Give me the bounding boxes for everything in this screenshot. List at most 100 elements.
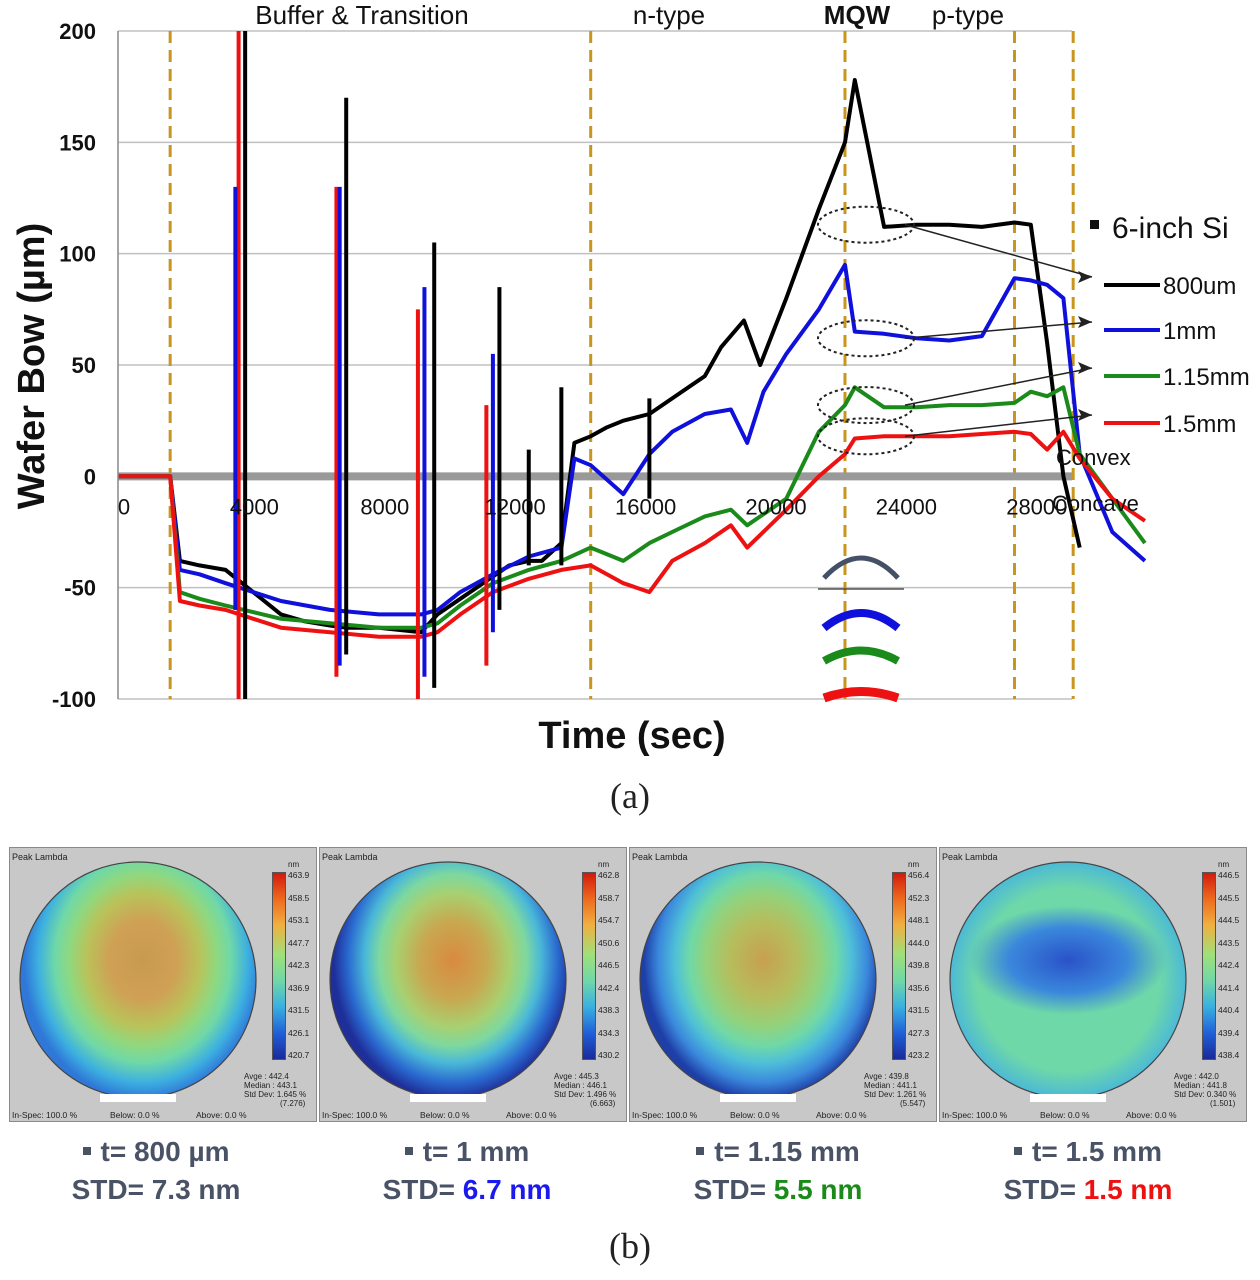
wafer-map-unit: nm [908,860,920,869]
legend-label: 800um [1163,273,1236,300]
legend-arrowhead [1078,271,1092,283]
highlight-ellipse [817,319,915,358]
std-value: 5.5 nm [773,1174,863,1205]
x-axis-title: Time (sec) [538,715,725,757]
wafer-map-title: Peak Lambda [942,852,998,862]
x-tick-label: 12000 [485,494,546,519]
color-scale-tick: 446.5 [598,960,620,970]
color-scale-bar [272,872,286,1060]
y-tick-label: 0 [84,464,96,489]
legend-label: 1mm [1163,318,1216,345]
wafer-map-below: Below: 0.0 % [420,1110,470,1120]
legend-pointer [904,367,1093,406]
x-tick-label: 16000 [615,494,676,519]
wafer-map-image [19,861,257,1102]
wafer-icon-dark [822,555,900,580]
stage-boundaries: Buffer & Transition n-type MQW p-type [168,0,1075,699]
legend-pointer [904,223,1093,278]
series-line-1.5mm [118,429,1147,639]
wafer-map-caption: t= 1 mm STD= 6.7 nm [311,1133,623,1209]
wafer-map-panel: Peak Lambda nm 446.5 445.5 444.5 443.5 442.4… [939,847,1247,1122]
stage-label: p-type [932,0,1004,30]
wafer-map-std-nm: (5.547) [900,1099,926,1108]
color-scale-tick: 434.3 [598,1027,620,1038]
color-scale-tick: 431.5 [908,1005,930,1015]
legend-convex: Convex [1056,445,1131,470]
wafer-map-image [639,861,877,1102]
wafer-map-std-nm: (1.501) [1210,1099,1236,1108]
color-scale-tick: 458.7 [598,892,620,903]
color-scale-tick: 458.5 [288,892,310,903]
color-scale-tick: 450.6 [598,937,620,948]
bullet-icon [404,1146,413,1155]
stage-label: Buffer & Transition [255,0,468,30]
legend-pointer [904,321,1093,340]
wafer-map-avge: Avge : 442.0 [1174,1072,1219,1081]
mqw-highlight-ellipses [817,205,915,456]
chart-axes: 200 150 100 50 0 -50 -100 0 4000 8000 12000 16000 20… [11,19,1067,757]
highlight-ellipse [817,386,915,425]
wafer-icon-green [822,646,900,665]
bullet-icon [696,1146,705,1155]
wafer-map-inspec: In-Spec: 100.0 % [322,1110,388,1120]
color-scale-tick: 463.9 [288,870,310,880]
caption-b: (b) [609,1226,651,1266]
wafer-map-caption: t= 1.15 mm STD= 5.5 nm [622,1133,934,1209]
color-scale-tick: 423.2 [908,1050,930,1060]
bullet-icon [82,1146,91,1155]
legend-bullet [1090,220,1099,229]
std-prefix: STD= [382,1174,463,1205]
x-tick-label: 24000 [876,494,937,519]
stage-label: MQW [824,0,891,30]
wafer-map-median: Median : 441.1 [864,1081,917,1090]
std-prefix: STD= [693,1174,774,1205]
color-scale-tick: 445.5 [1218,892,1240,903]
color-scale-bar [582,872,596,1060]
caption-a: (a) [610,776,650,816]
wafer-map-above: Above: 0.0 % [506,1110,557,1120]
wafer-map-below: Below: 0.0 % [110,1110,160,1120]
wafer-map-caption: t= 800 µm STD= 7.3 nm [0,1133,312,1209]
y-axis-title: Wafer Bow (µm) [11,223,53,509]
color-scale-tick: 452.3 [908,892,930,903]
y-tick-label: -100 [52,687,96,712]
wafer-map-inspec: In-Spec: 100.0 % [942,1110,1008,1120]
color-scale-tick: 447.7 [288,937,310,948]
x-tick-label: 0 [118,494,130,519]
wafer-map-avge: Avge : 445.3 [554,1072,599,1081]
x-tick-label: 20000 [745,494,806,519]
std-prefix: STD= [71,1174,152,1205]
wafer-map-avge: Avge : 442.4 [244,1072,289,1081]
thickness-label: t= 1.5 mm [1032,1136,1162,1167]
color-scale-tick: 430.2 [598,1050,620,1060]
legend-label: 1.5mm [1163,411,1236,438]
color-scale-tick: 441.4 [1218,982,1240,993]
thickness-label: t= 1 mm [422,1136,530,1167]
wafer-map-std-nm: (6.663) [590,1099,616,1108]
wafer-map-inspec: In-Spec: 100.0 % [12,1110,78,1120]
color-scale-tick: 446.5 [1218,870,1240,880]
legend-arrowhead [1078,362,1092,374]
wafer-map-unit: nm [288,860,300,869]
bullet-icon [1014,1146,1023,1155]
legend-title: 6-inch Si [1112,212,1229,245]
color-scale-tick: 439.8 [908,960,930,970]
color-scale-tick: 439.4 [1218,1027,1240,1038]
y-tick-label: 200 [59,19,96,44]
color-scale-bar [1202,872,1216,1060]
color-scale-tick: 444.0 [908,937,930,948]
wafer-map-unit: nm [598,860,610,869]
wafer-map-above: Above: 0.0 % [816,1110,867,1120]
wafer-map-below: Below: 0.0 % [730,1110,780,1120]
color-scale-tick: 431.5 [288,1005,310,1015]
highlight-ellipse [817,205,915,244]
color-scale-tick: 456.4 [908,870,930,880]
wafer-icon-red [822,687,900,703]
wafer-map-median: Median : 443.1 [244,1081,297,1090]
color-scale-tick: 438.3 [598,1005,620,1015]
legend-concave: Concave [1052,491,1139,516]
legend-arrowhead [1078,316,1092,328]
wafer-map-stddev: Std Dev: 1.496 % [554,1090,617,1099]
x-tick-label: 8000 [360,494,409,519]
color-scale-tick: 435.6 [908,982,930,993]
